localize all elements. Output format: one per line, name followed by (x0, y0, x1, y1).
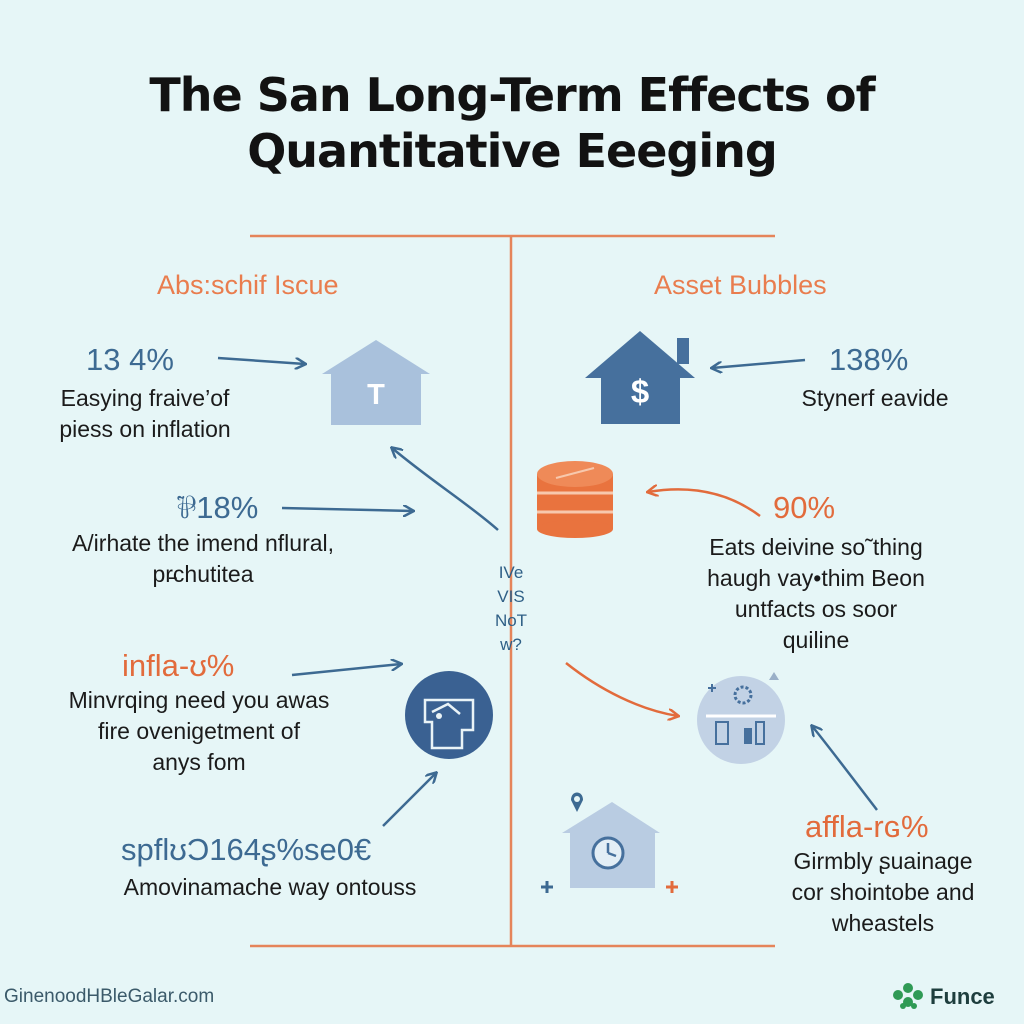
right-desc-3-line-2: cor shointobe and (791, 879, 975, 905)
right-desc-1: Stynerf eavide (750, 383, 1000, 414)
arrow-5 (382, 773, 436, 827)
arrow-3 (392, 448, 499, 531)
right-desc-2-line-2: haugh vay•thim Beon (707, 565, 925, 591)
page-title-line-2: Quantitative Eeeging (247, 124, 778, 178)
gear-city-badge-icon (697, 672, 785, 764)
left-desc-3-line-3: anys fom (152, 749, 246, 775)
arrow-1 (217, 356, 305, 364)
right-desc-2-line-1: Eats deivine so˜thing (709, 534, 923, 560)
arrow-8 (565, 662, 678, 716)
center-label-line-4: w? (500, 635, 522, 654)
house-dollar-symbol: $ (630, 373, 650, 410)
right-desc-2-line-3: untfacts os soor (734, 596, 898, 622)
right-stat-3: affla-rɢ% (805, 809, 929, 844)
factory-badge-icon (405, 671, 493, 759)
arrow-7 (648, 489, 761, 518)
left-stat-3: infla-ʊ% (122, 648, 235, 683)
left-stat-4: spflʊƆ164ʂ%se0€ (121, 832, 372, 867)
center-label-line-2: VIS (497, 587, 525, 606)
house-icon (322, 340, 430, 425)
arrow-2 (281, 508, 413, 511)
right-desc-1-line-1: Stynerf eavide (801, 385, 949, 411)
left-desc-1: Easying fraive’of piess on inflation (20, 383, 270, 445)
arrow-4 (291, 664, 401, 677)
center-label-line-3: NoT (494, 611, 528, 630)
left-desc-1-line-2: piess on inflation (59, 416, 231, 442)
left-desc-1-line-1: Easying fraive’of (60, 385, 230, 411)
left-desc-2-line-1: A/irhate the imend nflural, (71, 530, 335, 556)
left-column-heading: Abs:schif Iscue (157, 270, 339, 300)
house-letter: T (367, 379, 385, 411)
right-desc-3-line-3: wheastels (831, 910, 935, 936)
center-label: IVe VIS NoT w? (486, 561, 536, 657)
left-stat-1: 13 4% (86, 342, 174, 377)
left-desc-3-line-2: fire ovenigetment of (97, 718, 300, 744)
right-stat-2: 90% (773, 490, 836, 525)
footer-source-link[interactable]: GinenoodHBleGalar.com (4, 986, 215, 1007)
left-desc-4-line-1: Amovinamache way ontouss (123, 874, 417, 900)
right-stat-1: 138% (829, 342, 909, 377)
right-desc-3-line-1: Girmbly ʂuainage (793, 848, 973, 874)
leaf-cluster-icon (893, 983, 923, 1009)
page-title-line-1: The San Long-Term Effects of (149, 68, 875, 122)
coin-stack-icon (537, 461, 613, 538)
left-desc-2: A/irhate the imend nflural, pr̵chutitea (18, 528, 388, 590)
center-label-line-1: IVe (498, 563, 524, 582)
left-desc-2-line-2: pr̵chutitea (152, 561, 254, 587)
right-desc-2: Eats deivine so˜thing haugh vay•thim Beo… (660, 532, 972, 656)
right-desc-2-line-4: quiline (782, 627, 850, 653)
left-stat-2: ⅌18% (176, 490, 259, 525)
footer-brand: Funcе (930, 984, 995, 1009)
right-column-heading: Asset Bubbles (654, 270, 827, 300)
left-desc-3: Minvrqing need you awas fire ovenigetmen… (12, 685, 386, 778)
house-clock-icon (541, 792, 678, 893)
left-desc-3-line-1: Minvrqing need you awas (68, 687, 330, 713)
left-desc-4: Amovinamache way ontouss (70, 872, 470, 903)
house-dollar-icon (585, 331, 695, 424)
arrow-6 (712, 358, 806, 368)
arrow-9 (812, 726, 878, 811)
right-desc-3: Girmbly ʂuainage cor shointobe and wheas… (762, 846, 1004, 939)
